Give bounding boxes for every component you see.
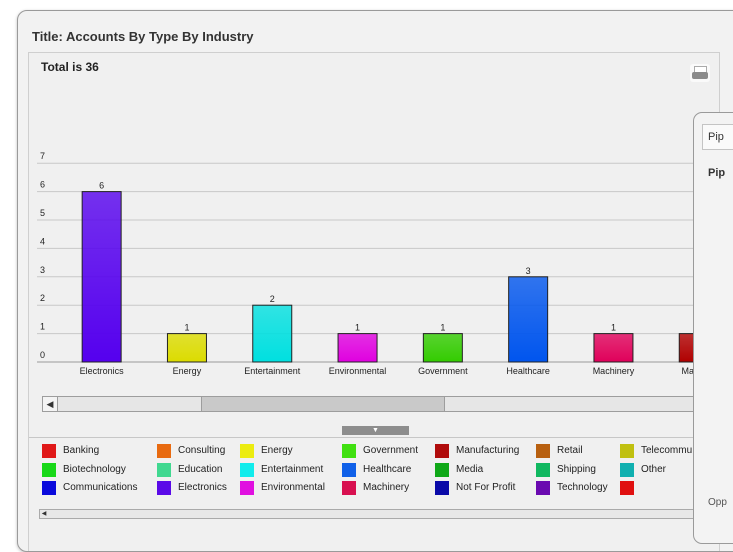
bar-value-label: 1 [440,323,445,333]
bar-government [422,333,463,363]
legend-label: Telecommu [641,445,693,456]
bar-value-label: 1 [355,323,360,333]
dashlet: Title: Accounts By Type By Industry Tota… [17,10,733,552]
bar-chart: 0 1 2 3 4 5 6 7 6 Electronics 1 Energy 2 Entertainmen… [37,151,719,376]
pipeline-footer: Opp [708,497,727,508]
x-tick-label: Healthcare [506,366,550,376]
legend-swatch [435,462,449,477]
legend-label: Energy [261,445,293,456]
bar-value-label: 6 [99,181,104,191]
arrow-left-icon[interactable]: ◀ [43,397,58,411]
legend-swatch [620,481,634,495]
legend-swatch [620,444,634,458]
legend-label: Healthcare [363,463,412,475]
legend-label: Manufacturing [456,445,520,456]
legend-swatch [157,444,171,458]
divider [29,437,719,438]
y-tick-label: 2 [40,293,45,303]
legend-label: Biotechnology [63,463,126,475]
y-tick-label: 3 [40,265,45,275]
y-tick-label: 4 [40,236,45,246]
y-tick-label: 7 [40,151,45,161]
legend-swatch [157,481,171,495]
x-tick-label: Entertainment [244,366,301,376]
legend-swatch [42,481,56,495]
pipeline-subtitle: Pip [708,167,726,179]
y-tick-label: 1 [40,322,45,332]
legend-label: Entertainment [261,463,324,475]
legend-swatch [536,444,550,458]
x-tick-label: Energy [173,366,202,376]
x-tick-label: Environmental [329,366,387,376]
legend-label: Not For Profit [456,482,516,493]
legend-swatch [536,462,550,477]
bar-value-label: 3 [526,266,531,276]
x-tick-label: Government [418,366,468,376]
y-tick-label: 0 [40,350,45,360]
legend-label: Electronics [178,482,227,493]
legend-swatch [42,462,56,477]
chart-total: Total is 36 [41,60,99,74]
bar-value-label: 2 [270,294,275,304]
chart-panel: Total is 36 0 1 2 3 4 5 6 7 6 Electronics 1 Energy 2… [28,52,724,551]
legend-swatch [42,444,56,458]
bar-healthcare [508,276,549,363]
bar-value-label: 1 [184,323,189,333]
y-tick-label: 6 [40,180,45,190]
bar-entertainment [252,304,293,363]
legend-label: Other [641,463,667,475]
arrow-left-icon[interactable]: ◀ [41,511,47,517]
legend-label: Technology [557,482,608,493]
legend-swatch [157,462,171,477]
bar-electronics [81,191,122,363]
legend-swatch [240,481,254,495]
legend-label: Consulting [178,445,226,456]
chart-legend: Banking Biotechnology Communications Consul… [42,444,722,504]
legend-swatch [342,481,356,495]
legend-label: Shipping [557,463,596,475]
legend-swatch [536,481,550,495]
dashlet-title: Title: Accounts By Type By Industry [32,29,254,44]
scrollbar-thumb[interactable] [201,397,445,411]
legend-horizontal-scrollbar[interactable]: ◀ [39,509,721,519]
legend-label: Communications [63,482,138,493]
print-icon[interactable] [690,64,710,82]
bar-environmental [337,333,378,363]
bar-value-label: 1 [611,323,616,333]
legend-swatch [342,462,356,477]
x-tick-label: Machinery [593,366,635,376]
legend-swatch [435,481,449,495]
pipeline-tab-label: Pip [708,131,724,143]
triangle-down-icon: ▼ [372,427,379,434]
legend-swatch [620,462,634,477]
legend-label: Retail [557,445,583,456]
legend-label: Banking [63,445,100,456]
chart-horizontal-scrollbar[interactable]: ◀ [42,396,724,412]
legend-swatch [240,462,254,477]
legend-label: Education [178,463,223,475]
legend-label: Government [363,445,419,456]
legend-swatch [240,444,254,458]
legend-swatch [342,444,356,458]
pipeline-tab[interactable]: Pip [702,124,733,150]
bar-machinery [593,333,634,363]
legend-label: Environmental [261,482,325,493]
legend-swatch [435,444,449,458]
y-tick-label: 5 [40,208,45,218]
legend-collapse-toggle[interactable]: ▼ [342,426,409,435]
legend-label: Machinery [363,482,410,493]
legend-label: Media [456,463,484,475]
pipeline-dashlet: Pip Pip Opp [693,112,733,544]
x-tick-label: Electronics [80,366,125,376]
bar-energy [166,333,207,363]
